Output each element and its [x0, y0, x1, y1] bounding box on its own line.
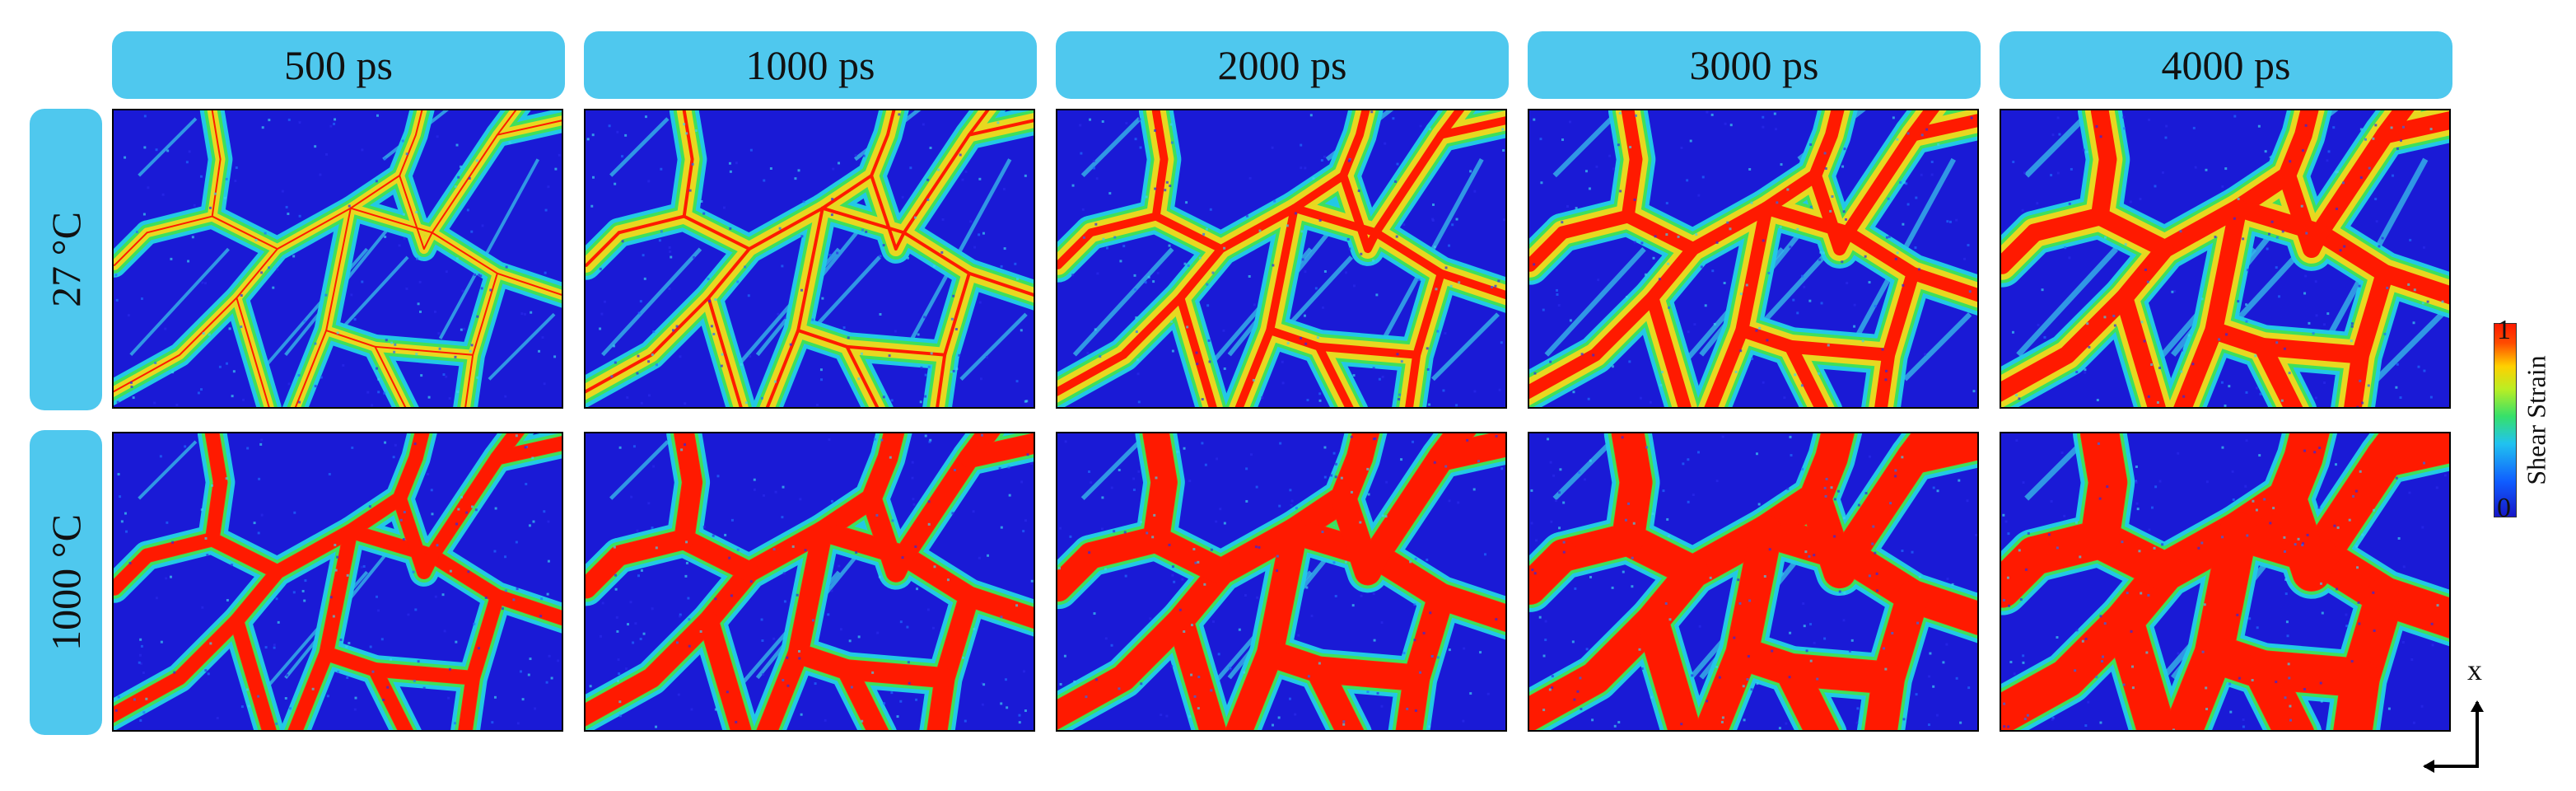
colorbar-min-label: 0	[2497, 493, 2511, 523]
column-header-500ps: 500 ps	[112, 31, 565, 99]
shear-strain-colorbar	[2494, 323, 2517, 517]
row-header-1000C: 1000 °C	[30, 430, 102, 735]
column-header-3000ps: 3000 ps	[1528, 31, 1981, 99]
column-header-1000ps: 1000 ps	[584, 31, 1037, 99]
column-header-2000ps: 2000 ps	[1056, 31, 1509, 99]
row-header-27C-label: 27 °C	[43, 212, 89, 307]
strain-map-1000C-500ps	[112, 432, 563, 732]
strain-map-27C-500ps	[112, 109, 563, 409]
colorbar-max-label: 1	[2497, 315, 2511, 345]
colorbar-title: Shear Strain	[2521, 355, 2551, 485]
strain-map-1000C-2000ps	[1056, 432, 1507, 732]
strain-map-27C-1000ps	[584, 109, 1035, 409]
strain-map-27C-2000ps	[1056, 109, 1507, 409]
axis-x-label: x	[2467, 653, 2482, 686]
strain-map-1000C-1000ps	[584, 432, 1035, 732]
row-header-27C: 27 °C	[30, 109, 102, 410]
strain-map-27C-4000ps	[2000, 109, 2451, 409]
strain-map-1000C-3000ps	[1528, 432, 1979, 732]
row-header-1000C-label: 1000 °C	[43, 514, 89, 651]
column-header-4000ps: 4000 ps	[2000, 31, 2452, 99]
axis-indicator	[2423, 700, 2484, 773]
strain-map-1000C-4000ps	[2000, 432, 2451, 732]
strain-map-27C-3000ps	[1528, 109, 1979, 409]
